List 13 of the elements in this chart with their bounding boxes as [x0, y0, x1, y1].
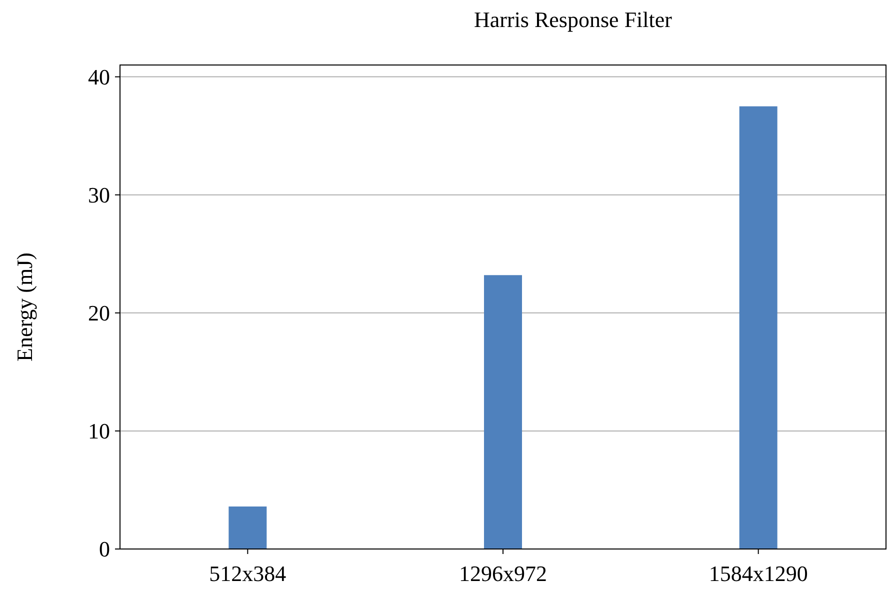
y-tick-label: 10	[88, 418, 110, 444]
x-tick-label: 512x384	[209, 561, 286, 586]
y-axis-title: Energy (mJ)	[12, 252, 37, 362]
y-tick-label: 0	[99, 536, 110, 562]
bar	[739, 106, 778, 549]
x-tick-label: 1296x972	[459, 561, 547, 586]
bar	[228, 506, 267, 549]
y-tick-label: 40	[88, 64, 110, 90]
bar	[484, 275, 522, 549]
x-tick-label: 1584x1290	[708, 561, 808, 586]
y-tick-label: 20	[88, 300, 110, 326]
y-tick-label: 30	[88, 182, 110, 208]
chart-title: Harris Response Filter	[474, 7, 673, 32]
